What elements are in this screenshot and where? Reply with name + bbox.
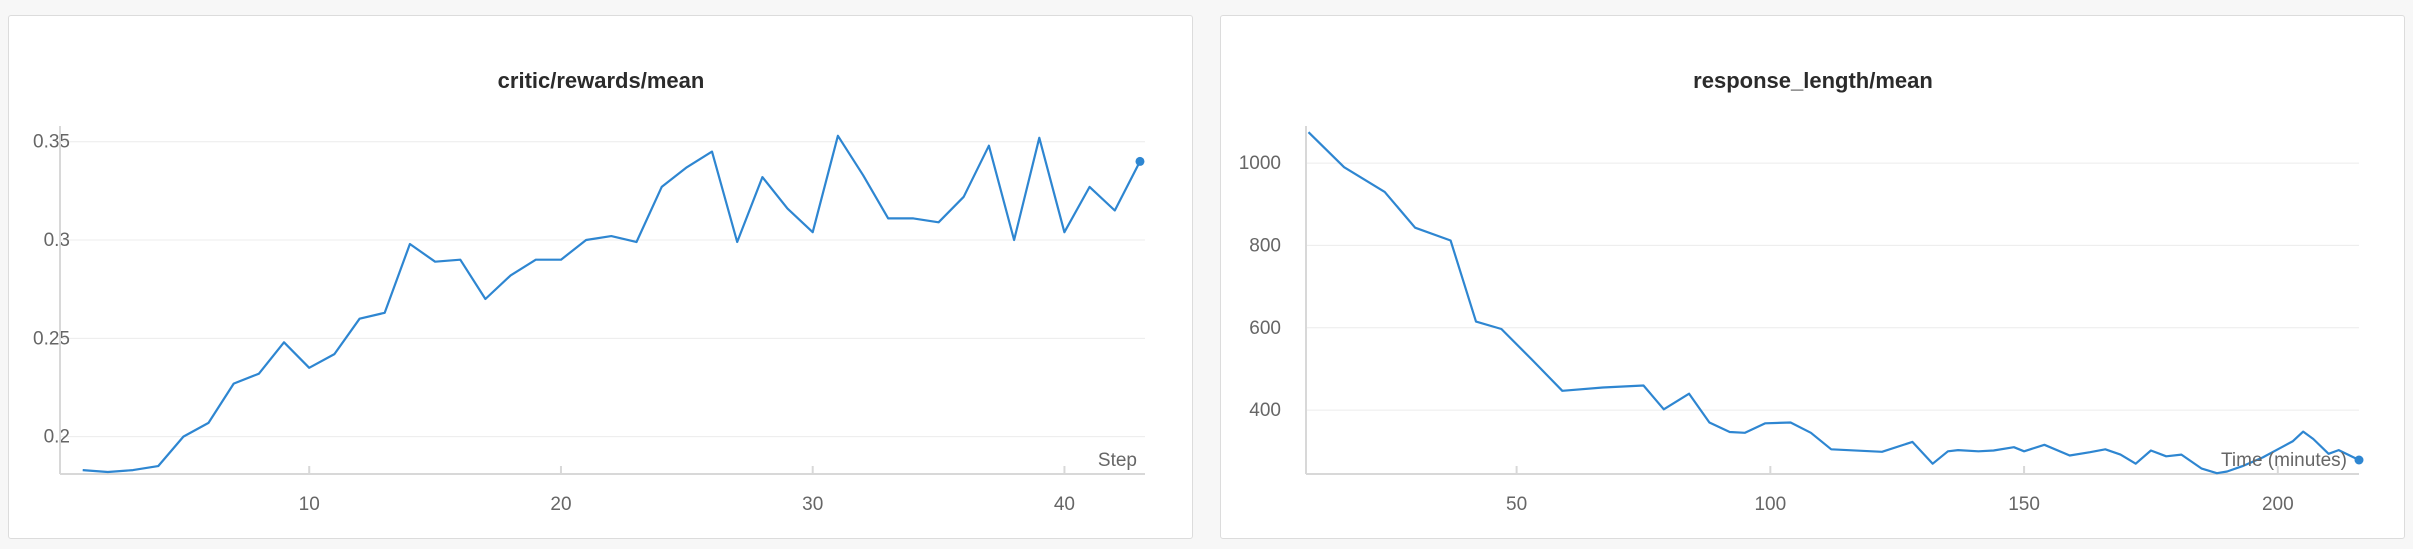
y-tick-label: 1000	[1239, 153, 1281, 174]
x-tick-label: 100	[1754, 494, 1786, 515]
rewards-chart: 0.2 0.25 0.3 0.35 10 20 30 40 critic/rewards/mea…	[33, 68, 1145, 515]
x-tick-label: 30	[802, 494, 823, 515]
y-tick-label: 0.35	[33, 132, 70, 153]
series-line	[82, 134, 1141, 474]
chart-panel-response-length: 400 600 800 1000 50 100 150 200 response_length/…	[1220, 15, 2405, 539]
series-end-point[interactable]	[2354, 455, 2364, 465]
x-tick-label: 10	[299, 494, 320, 515]
y-tick-label: 400	[1249, 400, 1281, 421]
chart-title: response_length/mean	[1693, 68, 1933, 93]
x-tick-label: 50	[1506, 494, 1527, 515]
y-tick-label: 600	[1249, 318, 1281, 339]
chart-panel-rewards: 0.2 0.25 0.3 0.35 10 20 30 40 critic/rewards/mea…	[8, 15, 1193, 539]
x-tick-label: 200	[2262, 494, 2294, 515]
y-tick-label: 0.2	[44, 427, 70, 448]
series-end-point[interactable]	[1135, 156, 1145, 166]
x-axis-label: Time (minutes)	[2221, 450, 2347, 471]
response-length-chart: 400 600 800 1000 50 100 150 200 response_length/…	[1239, 68, 2364, 515]
y-tick-label: 0.25	[33, 328, 70, 349]
series-line	[1307, 131, 2360, 475]
y-tick-label: 0.3	[44, 230, 70, 251]
chart-title: critic/rewards/mean	[498, 68, 705, 93]
x-tick-label: 20	[550, 494, 571, 515]
x-tick-label: 150	[2008, 494, 2040, 515]
y-tick-label: 800	[1249, 235, 1281, 256]
x-tick-label: 40	[1054, 494, 1075, 515]
x-axis-label: Step	[1098, 450, 1137, 471]
